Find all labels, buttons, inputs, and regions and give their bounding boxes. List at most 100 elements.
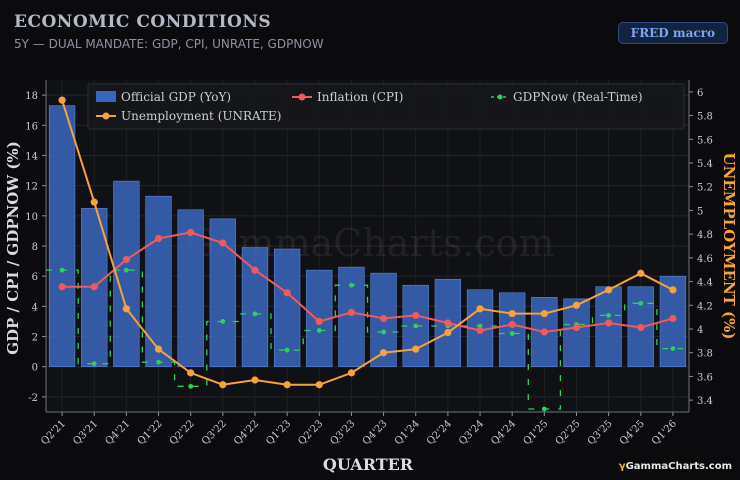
legend-box bbox=[87, 83, 685, 130]
y2-tick-label: 5.6 bbox=[697, 135, 713, 146]
legend-label-gdp: Official GDP (YoY) bbox=[121, 90, 231, 104]
gdpnow-point bbox=[220, 319, 226, 324]
gdpnow-point bbox=[252, 311, 258, 317]
unrate-point bbox=[379, 349, 388, 357]
cpi-point bbox=[476, 326, 484, 335]
gdp-bar bbox=[241, 247, 269, 368]
unrate-point bbox=[540, 309, 548, 318]
cpi-point bbox=[540, 328, 548, 336]
x-tick-label: Q1'24 bbox=[393, 418, 422, 447]
gdpnow-point bbox=[606, 313, 612, 318]
y2-tick-label: 5.8 bbox=[697, 112, 713, 123]
cpi-point bbox=[412, 311, 420, 320]
unrate-point bbox=[605, 286, 613, 294]
cpi-point bbox=[347, 308, 356, 316]
gdpnow-point bbox=[316, 328, 322, 333]
gdpnow-point bbox=[509, 331, 515, 336]
y2-tick-label: 3.8 bbox=[697, 349, 713, 360]
y2-tick-label: 3.4 bbox=[697, 396, 713, 407]
x-tick-label: Q2'24 bbox=[425, 418, 454, 447]
y-tick-label: 10 bbox=[25, 212, 38, 223]
unrate-point bbox=[508, 309, 516, 318]
y2-tick-label: 3.6 bbox=[697, 372, 713, 383]
cpi-point bbox=[508, 320, 516, 329]
gdpnow-point bbox=[541, 406, 547, 412]
brand-text: GammaCharts.com bbox=[625, 461, 732, 472]
cpi-point bbox=[669, 314, 677, 323]
source-badge[interactable]: FRED macro bbox=[617, 22, 728, 44]
x-tick-label: Q1'23 bbox=[264, 418, 293, 447]
x-tick-label: Q2'21 bbox=[39, 418, 68, 447]
y2-tick-label: 4.6 bbox=[697, 254, 713, 265]
cpi-line bbox=[62, 231, 674, 334]
x-tick-label: Q1'26 bbox=[650, 418, 679, 447]
y-tick-label: 2 bbox=[32, 333, 38, 344]
unrate-point bbox=[347, 369, 356, 377]
cpi-point bbox=[219, 239, 227, 247]
cpi-point bbox=[122, 255, 130, 264]
y2-tick-label: 6 bbox=[697, 88, 703, 99]
x-tick-label: Q3'23 bbox=[329, 418, 358, 447]
chart-subtitle: 5Y — DUAL MANDATE: GDP, CPI, UNRATE, GDP… bbox=[14, 37, 324, 51]
cpi-point bbox=[605, 319, 613, 327]
y2-tick-label: 5 bbox=[697, 206, 703, 217]
unrate-point bbox=[412, 345, 420, 353]
gdp-bar bbox=[563, 298, 590, 368]
cpi-point bbox=[572, 323, 581, 332]
x-tick-label: Q4'23 bbox=[361, 418, 390, 447]
y-tick-label: 14 bbox=[25, 151, 38, 162]
x-tick-label: Q3'21 bbox=[71, 418, 100, 447]
gdpnow-point bbox=[670, 346, 676, 352]
cpi-point bbox=[444, 319, 452, 327]
cpi-point bbox=[637, 323, 645, 332]
x-tick-label: Q4'21 bbox=[103, 418, 132, 447]
x-tick-label: Q3'22 bbox=[200, 418, 229, 447]
x-tick-label: Q4'22 bbox=[232, 418, 261, 447]
unrate-point bbox=[315, 381, 323, 389]
unrate-point bbox=[154, 345, 163, 353]
gdpnow-point bbox=[284, 347, 290, 353]
y-tick-label: 16 bbox=[25, 121, 38, 132]
x-tick-label: Q2'23 bbox=[296, 418, 325, 447]
chart-title: ECONOMIC CONDITIONS bbox=[14, 12, 272, 32]
y-tick-label: 0 bbox=[32, 363, 38, 374]
y-tick-label: -2 bbox=[28, 393, 38, 404]
x-tick-label: Q1'22 bbox=[136, 418, 165, 447]
gdp-bar bbox=[145, 195, 172, 368]
cpi-point bbox=[154, 234, 163, 243]
y-tick-label: 4 bbox=[32, 302, 38, 313]
x-tick-label: Q2'22 bbox=[168, 418, 197, 447]
gdpnow-point bbox=[349, 282, 354, 288]
y-tick-label: 8 bbox=[32, 242, 38, 253]
cpi-point bbox=[379, 314, 388, 323]
unrate-point bbox=[219, 381, 227, 389]
gdpnow-point bbox=[91, 361, 97, 367]
x-tick-label: Q1'25 bbox=[521, 418, 550, 447]
brand-mark-icon: γ bbox=[618, 461, 626, 472]
gdpnow-point bbox=[188, 383, 194, 389]
cpi-point bbox=[283, 289, 291, 297]
gdpnow-point bbox=[413, 323, 419, 329]
gdpnow-point bbox=[381, 329, 386, 335]
unrate-point bbox=[476, 305, 484, 313]
legend-label-unrate: Unemployment (UNRATE) bbox=[121, 109, 281, 123]
x-tick-label: Q3'24 bbox=[457, 418, 486, 447]
gdp-bar bbox=[273, 248, 301, 368]
cpi-point bbox=[251, 266, 259, 274]
unrate-point bbox=[187, 369, 195, 377]
unrate-point bbox=[637, 269, 645, 277]
unrate-point bbox=[283, 381, 291, 389]
y2-tick-label: 4.2 bbox=[697, 301, 713, 312]
legend-swatch-cpi-marker bbox=[298, 93, 306, 101]
unrate-point bbox=[444, 328, 452, 337]
gdp-bar bbox=[531, 297, 558, 368]
unrate-point bbox=[572, 301, 581, 309]
gdp-bar bbox=[595, 286, 622, 368]
y2-tick-label: 4.8 bbox=[697, 230, 713, 241]
brand-logo: γGammaCharts.com bbox=[619, 461, 732, 472]
gdp-bar bbox=[113, 180, 140, 368]
gdp-bar bbox=[499, 292, 526, 368]
gdpnow-point bbox=[59, 267, 65, 273]
